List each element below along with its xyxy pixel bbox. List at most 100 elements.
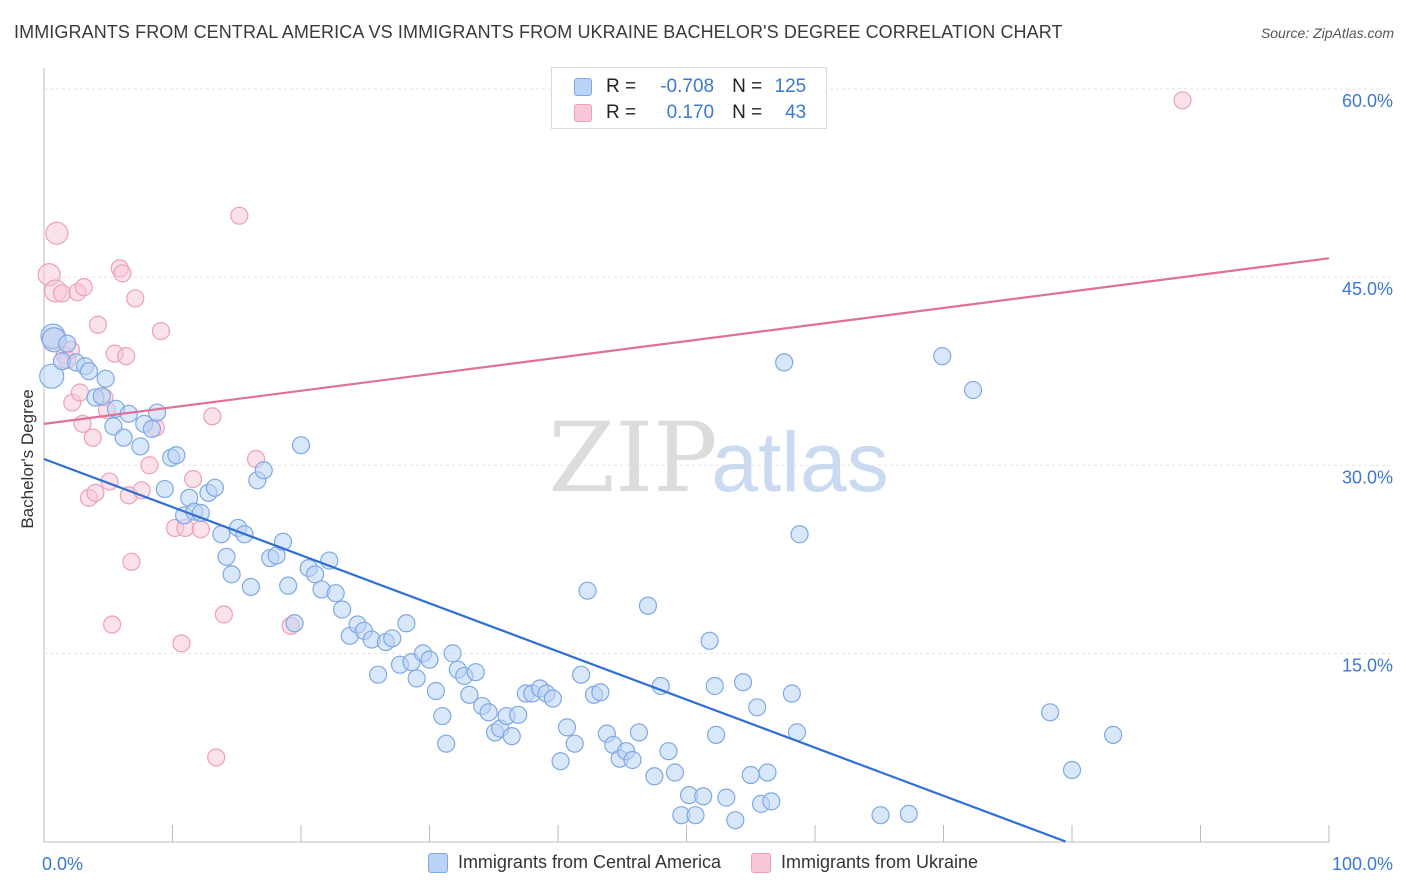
central-america-point (543, 689, 562, 708)
ukraine-point (86, 483, 105, 502)
chart-title: IMMIGRANTS FROM CENTRAL AMERICA VS IMMIG… (14, 22, 1063, 42)
central-america-point (479, 703, 498, 722)
ukraine-point (207, 748, 226, 767)
central-america-point (254, 461, 273, 480)
central-america-point (437, 734, 456, 753)
central-america-point (748, 698, 767, 717)
ukraine-point (151, 321, 171, 341)
n-value: 125 (774, 76, 807, 97)
ukraine-point (203, 407, 222, 426)
y-tick-label: 30.0% (1342, 467, 1393, 487)
ukraine-point (117, 347, 136, 366)
central-america-point (762, 792, 781, 811)
central-america-point (578, 581, 597, 600)
legend-swatch-pink (751, 852, 772, 873)
central-america-point (782, 684, 801, 703)
central-america-point (741, 765, 760, 785)
central-america-point (333, 600, 352, 619)
y-axis-label: Bachelor's Degree (18, 389, 37, 528)
central-america-point (591, 683, 610, 702)
r-label: R = (606, 102, 637, 123)
central-america-point (383, 629, 402, 648)
central-america-point (397, 614, 416, 633)
central-america-point (623, 750, 642, 770)
ukraine-trend-line (43, 257, 1330, 425)
central-america-point (407, 669, 426, 688)
r-value: 0.170 (666, 102, 715, 123)
ukraine-point (52, 284, 72, 303)
watermark-atlas: atlas (711, 415, 888, 509)
central-america-point (659, 742, 678, 761)
central-america-point (509, 705, 528, 724)
x-tick-label: 100.0% (1332, 854, 1393, 874)
source-label: Source: ZipAtlas.com (1260, 25, 1394, 41)
central-america-point (155, 479, 174, 499)
central-america-point (645, 767, 664, 786)
central-america-point (326, 584, 345, 603)
legend-item-ukraine[interactable]: Immigrants from Ukraine (751, 852, 978, 873)
central-america-point (933, 347, 952, 366)
central-america-point (443, 644, 462, 663)
y-tick-label: 45.0% (1342, 279, 1393, 299)
central-america-point (306, 565, 325, 584)
central-america-point (758, 763, 777, 782)
central-america-point (871, 806, 890, 825)
central-america-point (700, 631, 719, 650)
central-america-point (899, 804, 918, 824)
central-america-point (58, 334, 77, 353)
central-america-point (1041, 703, 1060, 722)
central-america-point (557, 718, 577, 737)
stats-row-ukraine: R = 0.170 N = 43 (574, 100, 806, 126)
n-label: N = (732, 76, 763, 97)
central-america-point (717, 788, 736, 807)
central-america-point (104, 417, 123, 436)
ukraine-point (113, 264, 132, 283)
legend-item-central-america[interactable]: Immigrants from Central America (427, 852, 722, 873)
central-america-point (167, 446, 186, 465)
central-america-point (565, 734, 584, 753)
central-america-point (706, 725, 726, 744)
legend-label: Immigrants from Central America (457, 852, 722, 872)
ukraine-point (83, 428, 102, 447)
central-america-point (369, 665, 388, 684)
central-america-point (142, 419, 162, 438)
legend-label: Immigrants from Ukraine (781, 852, 979, 872)
central-america-point (241, 577, 260, 597)
central-america-point (96, 369, 115, 388)
central-america-point (638, 596, 658, 615)
central-america-point (1104, 725, 1123, 744)
central-america-point (92, 387, 111, 406)
central-america-point (686, 806, 705, 825)
central-america-point (114, 428, 133, 447)
central-america-trend-line (43, 457, 1066, 843)
central-america-point (694, 787, 713, 806)
central-america-point (551, 752, 570, 771)
stats-legend: R = -0.708 N = 125 R = 0.170 N = 43 (551, 67, 827, 129)
r-label: R = (606, 76, 637, 97)
central-america-point (963, 380, 983, 400)
ukraine-point (74, 278, 93, 297)
watermark-zip: ZIP (548, 402, 717, 514)
central-america-point (291, 436, 311, 455)
central-america-point (790, 525, 809, 544)
y-tick-label: 60.0% (1342, 91, 1393, 111)
central-america-point (665, 763, 685, 782)
central-america-point (79, 362, 99, 381)
ukraine-point (45, 221, 69, 245)
central-america-point (39, 363, 65, 389)
central-america-point (433, 706, 452, 726)
central-america-point (629, 723, 649, 742)
ukraine-point (103, 615, 122, 634)
central-america-point (217, 547, 236, 566)
n-value: 43 (785, 102, 807, 123)
ukraine-point (126, 289, 145, 308)
central-america-point (131, 437, 150, 456)
ukraine-point (1173, 91, 1192, 110)
central-america-point (572, 665, 591, 684)
ukraine-point (140, 456, 159, 475)
r-value: -0.708 (660, 76, 715, 97)
series-legend: Immigrants from Central America Immigran… (0, 852, 1406, 873)
stats-swatch-pink (574, 104, 592, 122)
ukraine-point (88, 315, 108, 334)
